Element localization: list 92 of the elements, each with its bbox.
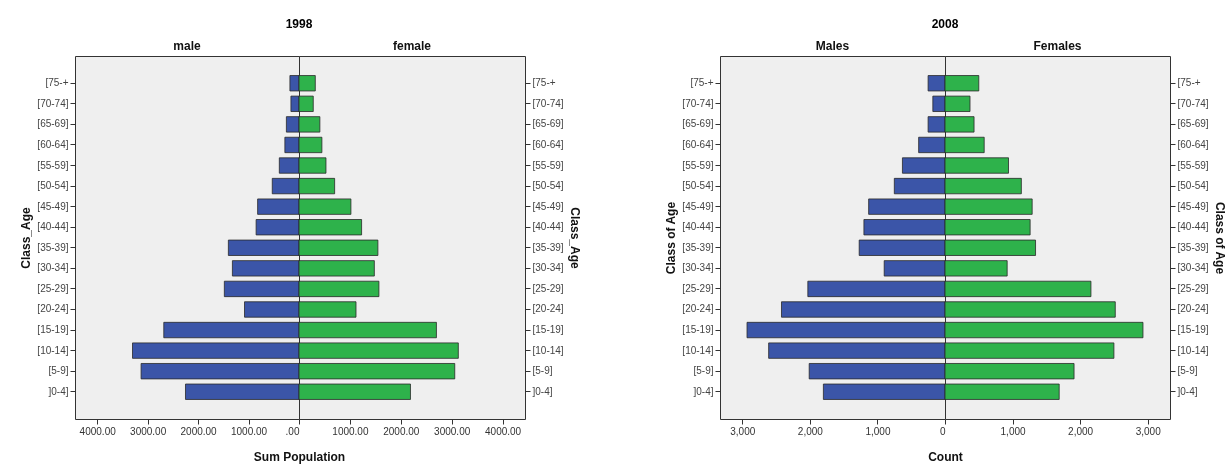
x-tick-label: 3000.00 (434, 425, 471, 437)
x-tick-label: 1,000 (865, 425, 891, 437)
y-tick-label: [65-69] (1177, 118, 1209, 130)
y-tick-label: ]0-4] (1177, 385, 1198, 397)
chart-subtitle: female (392, 39, 432, 53)
y-tick-label: [30-34] (532, 262, 564, 274)
y-tick-label: [15-19] (532, 324, 564, 336)
y-tick-label: [70-74] (682, 97, 714, 109)
y-tick-label: [5-9] (48, 365, 69, 377)
y-tick-label: [45-49] (1177, 200, 1209, 212)
y-tick-label: [5-9] (693, 365, 714, 377)
y-tick-label: [35-39] (37, 241, 69, 253)
x-tick-label: 1,000 (1000, 425, 1027, 437)
x-tick-label: 1000.00 (230, 425, 268, 437)
y-tick-label: [55-59] (37, 159, 69, 171)
y-tick-label: [25-29] (37, 282, 69, 294)
y-tick-label: ]0-4] (48, 385, 69, 397)
x-tick-label: 4000.00 (79, 425, 117, 437)
y-tick-label: [15-19] (37, 324, 69, 336)
y-tick-label: [25-29] (532, 282, 564, 294)
y-tick-label: [55-59] (1177, 159, 1209, 171)
y-tick-label: [50-54] (37, 180, 69, 192)
y-tick-label: [20-24] (37, 303, 69, 315)
y-tick-label: [25-29] (682, 282, 714, 294)
y-tick-label: [45-49] (682, 200, 714, 212)
y-tick-label: [20-24] (1177, 303, 1209, 315)
y-tick-label: [40-44] (1177, 221, 1209, 233)
x-tick-label: 2,000 (797, 425, 824, 437)
y-tick-label: [65-69] (37, 118, 69, 130)
y-tick-label: [5-9] (1177, 365, 1198, 377)
y-tick-label: [5-9] (532, 365, 553, 377)
y-tick-label: [50-54] (532, 180, 564, 192)
chart-subtitle: male (173, 39, 201, 53)
y-tick-label: [30-34] (37, 262, 69, 274)
y-tick-label: [45-49] (37, 200, 69, 212)
y-axis-title: Class_Age (567, 207, 582, 269)
x-tick-label: 3,000 (730, 425, 756, 437)
y-tick-label: [75-+ (1177, 77, 1201, 89)
y-tick-label: [20-24] (682, 303, 714, 315)
y-tick-label: [35-39] (532, 241, 564, 253)
y-tick-label: [20-24] (532, 303, 564, 315)
chart-subtitle: Males (815, 39, 850, 53)
y-axis-title: Class of Age (664, 201, 679, 275)
y-tick-label: [45-49] (532, 200, 564, 212)
y-axis-title: Class_Age (19, 207, 34, 269)
y-tick-label: [35-39] (682, 241, 714, 253)
x-tick-label: 3,000 (1135, 425, 1162, 437)
x-axis-title: Sum Population (253, 449, 346, 464)
y-tick-label: [75-+ (532, 77, 556, 89)
x-tick-label: 1000.00 (332, 425, 369, 437)
x-tick-label: 4000.00 (485, 425, 522, 437)
y-tick-label: [10-14] (682, 344, 714, 356)
y-tick-label: [25-29] (1177, 282, 1209, 294)
y-tick-label: [15-19] (1177, 324, 1209, 336)
y-tick-label: [70-74] (37, 97, 69, 109)
y-tick-label: [60-64] (682, 138, 714, 150)
y-tick-label: [15-19] (682, 324, 714, 336)
y-tick-label: ]0-4] (693, 385, 714, 397)
y-tick-label: [10-14] (37, 344, 69, 356)
y-tick-label: [60-64] (37, 138, 69, 150)
y-tick-label: [65-69] (682, 118, 714, 130)
x-tick-label: .00 (285, 425, 300, 437)
x-axis-title: Count (928, 449, 963, 464)
y-tick-label: [10-14] (1177, 344, 1209, 356)
y-tick-label: [70-74] (1177, 97, 1209, 109)
y-tick-label: [30-34] (682, 262, 714, 274)
chart-title: 1998 (285, 17, 313, 31)
y-tick-label: [60-64] (1177, 138, 1209, 150)
x-tick-label: 2000.00 (383, 425, 420, 437)
y-tick-label: [50-54] (1177, 180, 1209, 192)
x-tick-label: 3000.00 (130, 425, 167, 437)
x-tick-label: 2000.00 (180, 425, 218, 437)
y-axis-title: Class of Age (1212, 201, 1227, 275)
y-tick-label: [65-69] (532, 118, 564, 130)
y-tick-label: [40-44] (682, 221, 714, 233)
chart-title: 2008 (931, 17, 959, 31)
y-tick-label: [60-64] (532, 138, 564, 150)
y-tick-label: [40-44] (532, 221, 564, 233)
y-tick-label: [10-14] (532, 344, 564, 356)
x-tick-label: 0 (939, 425, 946, 437)
y-tick-label: [75-+ (690, 77, 714, 89)
y-tick-label: [70-74] (532, 97, 564, 109)
y-tick-label: [30-34] (1177, 262, 1209, 274)
y-tick-label: [55-59] (532, 159, 564, 171)
y-tick-label: [35-39] (1177, 241, 1209, 253)
y-tick-label: [50-54] (682, 180, 714, 192)
x-tick-label: 2,000 (1068, 425, 1094, 437)
chart-subtitle: Females (1033, 39, 1082, 53)
y-tick-label: [75-+ (45, 77, 69, 89)
y-tick-label: [40-44] (37, 221, 69, 233)
y-tick-label: ]0-4] (532, 385, 553, 397)
y-tick-label: [55-59] (682, 159, 714, 171)
